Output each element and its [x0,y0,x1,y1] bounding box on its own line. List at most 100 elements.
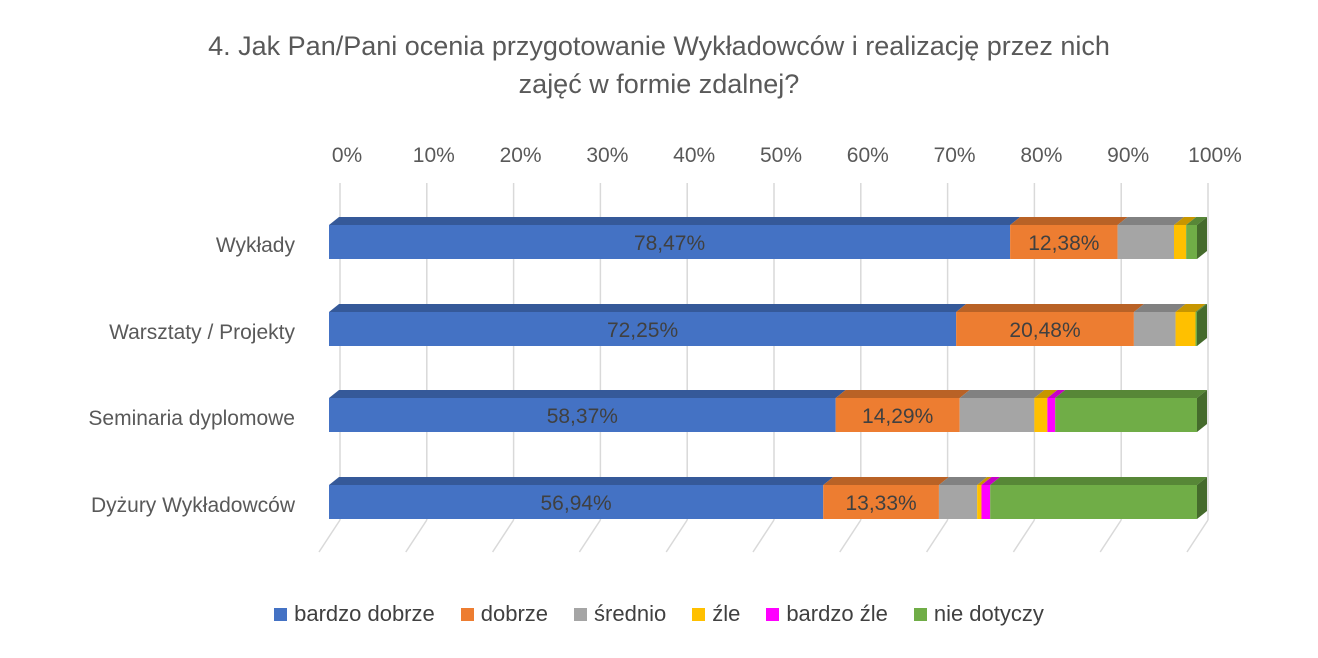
bar-segment-top [329,477,834,485]
category-label: Wykłady [216,234,296,257]
gridline-floor [405,519,428,553]
gridline-floor [1186,519,1209,553]
data-label: 72,25% [607,319,678,342]
bar-side-face [1197,217,1207,259]
legend-label: średnio [594,601,667,626]
chart-legend: bardzo dobrze dobrze średnio źle bardzo źle n… [0,601,1318,627]
bar-segment-top [1133,304,1186,312]
legend-label: źle [712,601,741,626]
data-label: 14,29% [862,405,933,428]
bar-segment-top [981,477,1001,485]
bar-segment [1117,225,1174,259]
legend-swatch [692,607,706,621]
x-tick-label: 0% [332,144,362,167]
bar-segment [1175,312,1196,346]
bar-segment [823,485,939,519]
gridline-floor [752,519,775,553]
category-label: Dyżury Wykładowców [91,494,296,517]
legend-item: bardzo dobrze [274,601,435,627]
gridline-floor [318,519,341,553]
bar-segment-top [977,477,992,485]
bar-segment [1055,398,1197,432]
category-label: Warsztaty / Projekty [109,321,295,344]
legend-item: bardzo źle [766,601,888,627]
bar-segment-top [956,304,1144,312]
legend-swatch [274,607,288,621]
bar-segment-top [959,390,1045,398]
gridline-floor [665,519,688,553]
bar-segment [329,225,1011,259]
bar-segment [1010,225,1118,259]
legend-label: nie dotyczy [933,601,1044,626]
x-tick-label: 30% [586,144,628,167]
x-tick-label: 50% [760,144,802,167]
bar-segment-top [329,217,1021,225]
bar-segment [1133,312,1176,346]
bar-segment-top [1034,390,1058,398]
bar-segment [981,485,991,519]
legend-item: źle [692,601,740,627]
bar-side-face [1197,304,1207,346]
gridline-floor [925,519,949,553]
chart-title-line-2: zajęć w formie zdalnej? [518,69,800,99]
bar-segment [1195,312,1197,346]
legend-swatch [574,607,588,621]
x-tick-label: 90% [1107,144,1149,167]
bar-segment-top [938,477,988,485]
bar-segment [329,485,824,519]
bar-segment [977,485,982,519]
category-label: Seminaria dyplomowe [88,407,295,430]
stacked-bar-chart: 0% 10% 20% 30% 40% 50% 60% 70% 80% 90% 100% Wykłady… [88,144,1242,553]
bar-segment [1173,225,1187,259]
bar-segment-top [329,390,846,398]
bar-segment [1047,398,1056,432]
gridline-floor [1099,519,1122,553]
legend-swatch [766,607,780,621]
bar-segment [938,485,978,519]
bar-segment-top [1186,217,1207,225]
bar-segment-top [1195,304,1207,312]
gridline-floor [839,519,862,553]
data-label: 56,94% [541,492,612,515]
legend-label: bardzo dobrze [294,601,435,626]
legend-label: bardzo źle [786,601,888,626]
legend-swatch [913,607,927,621]
data-label: 13,33% [845,492,916,515]
gridline-floor [1012,519,1036,553]
x-tick-label: 40% [673,144,715,167]
x-tick-label: 20% [500,144,542,167]
bar-segment-top [1047,390,1066,398]
bar-segment [1034,398,1048,432]
bar-segment [956,312,1134,346]
bar-segment-top [329,304,967,312]
legend-item: nie dotyczy [913,601,1044,627]
legend-item: średnio [574,601,666,627]
x-tick-label: 100% [1188,144,1242,167]
data-label: 58,37% [547,405,618,428]
bar-segment-top [823,477,949,485]
data-label: 78,47% [634,232,705,255]
gridline-floor [491,519,515,553]
bar-segment-top [1175,304,1206,312]
gridline-floor [578,519,602,553]
chart-title-line-1: 4. Jak Pan/Pani ocenia przygotowanie Wyk… [208,31,1110,61]
bar-segment [990,485,1197,519]
bar-segment-top [990,477,1207,485]
x-tick-label: 10% [413,144,455,167]
x-tick-label: 80% [1020,144,1062,167]
bar-side-face [1197,477,1207,519]
legend-label: dobrze [480,601,549,626]
bar-segment [329,312,957,346]
x-tick-label: 70% [934,144,976,167]
legend-swatch [460,607,474,621]
data-label: 20,48% [1009,319,1080,342]
bar-side-face [1197,390,1207,432]
bar-segment-top [1010,217,1128,225]
bar-segment [835,398,960,432]
bar-segment-top [1117,217,1184,225]
x-tick-label: 60% [847,144,889,167]
legend-item: dobrze [460,601,549,627]
bar-segment [959,398,1035,432]
bar-segment-top [835,390,970,398]
data-label: 12,38% [1028,232,1099,255]
